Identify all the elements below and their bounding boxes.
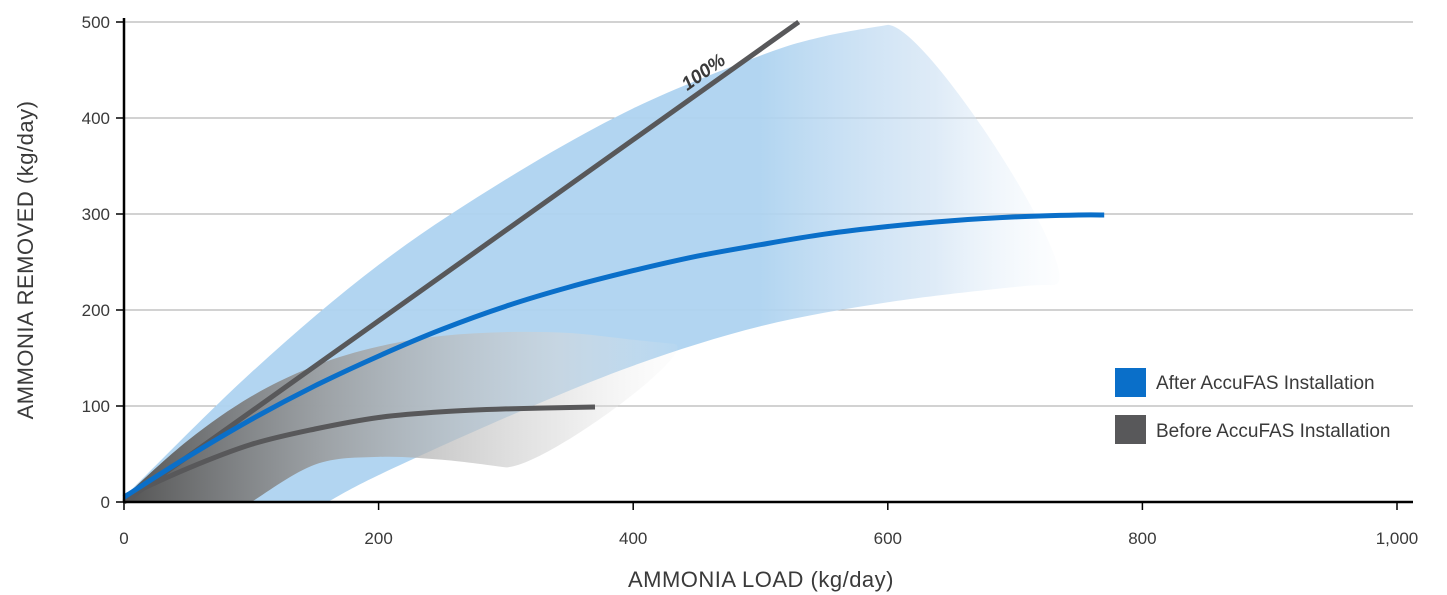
- x-tick-label-1000: 1,000: [1376, 529, 1419, 548]
- y-tick-label-100: 100: [82, 397, 110, 416]
- legend-swatch-before: [1115, 415, 1146, 444]
- x-axis-title: AMMONIA LOAD (kg/day): [628, 567, 894, 592]
- legend-label-after: After AccuFAS Installation: [1156, 373, 1375, 394]
- legend-item-after: After AccuFAS Installation: [1115, 368, 1375, 397]
- legend-label-before: Before AccuFAS Installation: [1156, 421, 1390, 442]
- series-line-after: [122, 212, 1105, 500]
- series-lines: [122, 212, 1105, 500]
- y-tick-label-300: 300: [82, 205, 110, 224]
- y-tick-label-0: 0: [101, 493, 110, 512]
- reference-line-group: [122, 19, 801, 505]
- reference-line-100-percent: [122, 19, 801, 505]
- x-tick-label-600: 600: [874, 529, 902, 548]
- x-tick-label-800: 800: [1128, 529, 1156, 548]
- axes: 0 100 200 300 400 500 0 200 400 600 800 1,000: [82, 13, 1419, 548]
- x-tick-label-400: 400: [619, 529, 647, 548]
- uncertainty-bands: [124, 24, 1060, 503]
- y-tick-label-500: 500: [82, 13, 110, 32]
- series-line-before: [122, 404, 596, 500]
- legend-swatch-after: [1115, 368, 1146, 397]
- y-tick-label-400: 400: [82, 109, 110, 128]
- legend-item-before: Before AccuFAS Installation: [1115, 415, 1390, 444]
- x-tick-label-0: 0: [119, 529, 128, 548]
- legend: After AccuFAS Installation Before AccuFA…: [1115, 368, 1390, 444]
- y-tick-label-200: 200: [82, 301, 110, 320]
- y-axis-title: AMMONIA REMOVED (kg/day): [13, 101, 38, 420]
- x-tick-label-200: 200: [364, 529, 392, 548]
